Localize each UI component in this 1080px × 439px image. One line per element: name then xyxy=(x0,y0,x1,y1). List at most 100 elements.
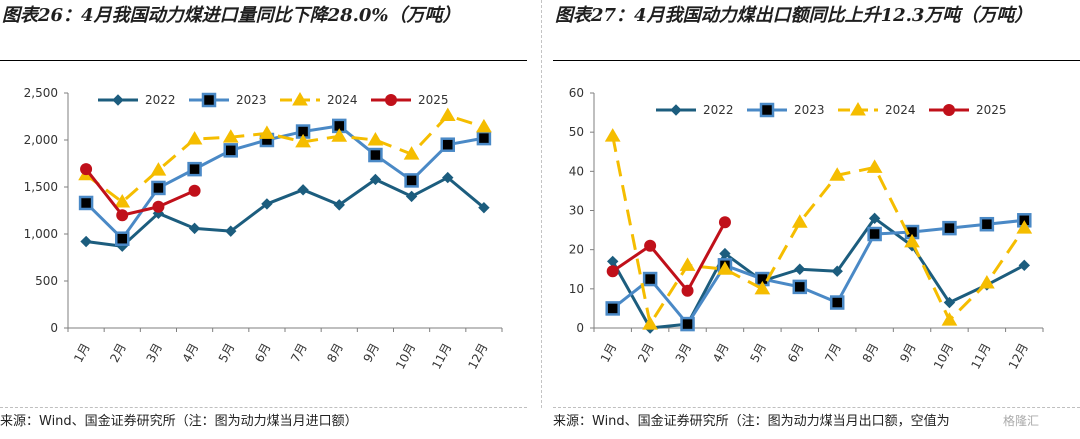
watermark-text: 格隆汇 xyxy=(1001,412,1042,429)
panel-divider xyxy=(541,0,542,408)
data-point-2023 xyxy=(223,143,238,158)
data-point-2025 xyxy=(644,239,657,252)
data-point-2024 xyxy=(114,194,131,208)
legend-label-2022: 2022 xyxy=(703,103,734,117)
data-point-2024 xyxy=(439,107,456,122)
x-tick-label: 1月 xyxy=(71,341,93,365)
data-point-2022 xyxy=(442,171,454,184)
data-point-2022 xyxy=(794,263,806,275)
legend-label-2025: 2025 xyxy=(976,103,1007,117)
chart-title-left: 图表26：4月我国动力煤进口量同比下降28.0%（万吨） xyxy=(2,5,461,26)
x-tick-label: 4月 xyxy=(180,341,202,365)
data-point-2024 xyxy=(604,128,621,142)
data-point-2024 xyxy=(979,274,995,289)
data-point-2023 xyxy=(476,130,492,146)
data-point-2025 xyxy=(188,184,201,197)
legend-marker-2022 xyxy=(670,104,682,116)
data-point-2022 xyxy=(1018,259,1030,272)
y-tick-label: 60 xyxy=(569,86,584,100)
data-point-2022 xyxy=(405,190,418,203)
data-point-2023 xyxy=(642,271,658,287)
data-point-2024 xyxy=(941,312,958,326)
data-point-2023 xyxy=(115,231,130,246)
x-tick-label: 3月 xyxy=(143,341,165,365)
data-point-2024 xyxy=(717,261,733,275)
series-line-2025 xyxy=(611,221,727,293)
x-tick-label: 7月 xyxy=(288,341,310,365)
data-point-2022 xyxy=(261,198,273,210)
data-point-2024 xyxy=(367,132,384,146)
series-2024 xyxy=(78,107,492,208)
data-point-2023 xyxy=(78,195,94,211)
legend-label-2023: 2023 xyxy=(236,93,267,107)
x-tick-label: 5月 xyxy=(216,341,238,365)
legend-marker-2025 xyxy=(385,94,397,106)
data-point-2023 xyxy=(680,316,695,332)
line-chart-exports: 0 10 20 30 40 50 60 1月 2月 3月 4月 5月 6月 7月 8月 9月 10月 11月 12月… xyxy=(569,86,1044,372)
legend-marker-2024 xyxy=(292,92,308,106)
data-point-2024 xyxy=(829,167,846,181)
data-point-2022 xyxy=(80,235,92,248)
line-chart-imports: 0 500 1,000 1,500 2,000 2,500 1月 2月 3月 4月 5月 6月 7月 8月… xyxy=(24,86,503,372)
data-point-2024 xyxy=(259,125,275,139)
data-point-2024 xyxy=(791,214,808,228)
x-tick-label: 10月 xyxy=(393,341,418,372)
x-tick-label: 11月 xyxy=(968,341,993,372)
data-point-2023 xyxy=(867,226,882,242)
data-point-2023 xyxy=(404,173,419,188)
legend: 2022 2023 2024 2025 xyxy=(98,92,449,108)
data-point-2022 xyxy=(868,212,881,225)
legend-label-2022: 2022 xyxy=(145,93,176,107)
source-rule-right xyxy=(553,407,1080,408)
data-point-2024 xyxy=(904,233,920,248)
x-tick-label: 2月 xyxy=(107,341,129,365)
data-point-2023 xyxy=(792,279,808,295)
chart-title-right: 图表27：4月我国动力煤出口额同比上升12.3万吨（万吨） xyxy=(555,5,1033,26)
x-tick-label: 5月 xyxy=(747,341,769,365)
series-line-2022 xyxy=(85,176,485,248)
y-tick-label: 0 xyxy=(576,321,584,335)
x-tick-label: 11月 xyxy=(429,341,454,372)
y-tick-label: 40 xyxy=(569,164,584,178)
data-point-2023 xyxy=(605,301,620,316)
series-line-2025 xyxy=(84,168,196,217)
data-point-2024 xyxy=(866,159,883,173)
x-tick-label: 3月 xyxy=(673,341,695,365)
x-tick-label: 9月 xyxy=(360,341,382,365)
data-point-2023 xyxy=(368,147,383,163)
title-rule-left xyxy=(0,60,527,61)
chart-panel-left: 图表26：4月我国动力煤进口量同比下降28.0%（万吨） 0 500 1,000 1,… xyxy=(0,0,530,439)
data-point-2023 xyxy=(829,295,845,310)
data-point-2024 xyxy=(403,146,420,160)
legend: 2022 2023 2024 2025 xyxy=(656,102,1007,118)
data-point-2024 xyxy=(476,118,492,133)
series-2022 xyxy=(607,212,1030,334)
data-point-2023 xyxy=(151,180,166,196)
legend-marker-2023 xyxy=(201,92,217,108)
x-tick-label: 2月 xyxy=(635,341,657,365)
y-tick-label: 0 xyxy=(50,321,58,335)
data-point-2022 xyxy=(478,201,490,214)
y-tick-label: 50 xyxy=(569,125,584,139)
data-point-2022 xyxy=(297,184,309,196)
data-point-2022 xyxy=(333,199,345,211)
x-tick-label: 1月 xyxy=(598,341,620,365)
data-point-2023 xyxy=(440,137,455,152)
data-point-2025 xyxy=(80,163,93,176)
data-point-2024 xyxy=(331,128,348,142)
x-tick-label: 6月 xyxy=(785,341,807,365)
x-tick-label: 4月 xyxy=(710,341,732,365)
x-tick-label: 8月 xyxy=(324,341,346,365)
y-tick-label: 10 xyxy=(569,282,584,296)
y-tick-label: 1,500 xyxy=(24,180,58,194)
source-note-left: 来源：Wind、国金证券研究所（注：图为动力煤当月进口额） xyxy=(0,414,358,429)
y-tick-label: 2,500 xyxy=(24,86,58,100)
data-point-2025 xyxy=(606,265,619,278)
data-point-2024 xyxy=(222,129,239,143)
data-point-2023 xyxy=(942,220,957,236)
legend-marker-2023 xyxy=(759,102,775,118)
series-2022 xyxy=(80,171,490,252)
data-point-2022 xyxy=(225,225,237,237)
data-point-2024 xyxy=(754,280,771,295)
series-2024 xyxy=(604,128,1033,330)
